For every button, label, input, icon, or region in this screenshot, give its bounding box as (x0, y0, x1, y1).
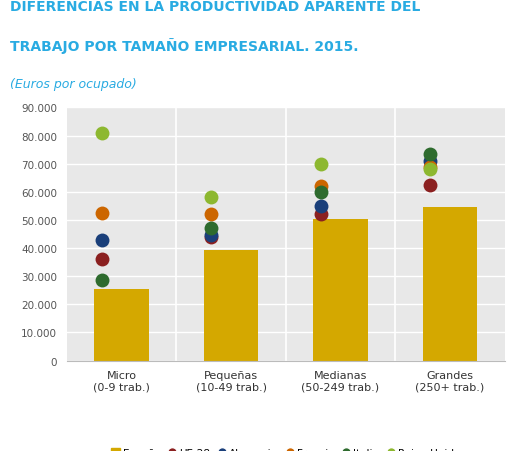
Point (426, 151, 434, 158)
Point (317, 189, 325, 196)
Point (426, 182, 434, 189)
Point (98, 277, 106, 285)
Point (207, 226, 216, 233)
Point (317, 183, 325, 190)
Bar (423, 208, 477, 361)
Bar (94, 289, 149, 361)
Point (317, 211, 325, 218)
Point (98, 256, 106, 263)
Text: (Euros por ocupado): (Euros por ocupado) (10, 78, 137, 90)
Point (98, 210, 106, 217)
Point (98, 236, 106, 244)
Point (98, 130, 106, 137)
Legend: España, UE-28, Alemania, Francia, Italia, Reino Unido: España, UE-28, Alemania, Francia, Italia… (107, 443, 465, 451)
Point (317, 203, 325, 210)
Point (207, 232, 216, 239)
Point (207, 234, 216, 241)
Text: DIFERENCIAS EN LA PRODUCTIVIDAD APARENTE DEL: DIFERENCIAS EN LA PRODUCTIVIDAD APARENTE… (10, 0, 421, 14)
Text: TRABAJO POR TAMAÑO EMPRESARIAL. 2015.: TRABAJO POR TAMAÑO EMPRESARIAL. 2015. (10, 38, 359, 54)
Bar (204, 250, 259, 361)
Bar (313, 219, 368, 361)
Point (426, 164, 434, 171)
Point (207, 194, 216, 202)
Point (207, 211, 216, 218)
Point (426, 166, 434, 174)
Point (317, 161, 325, 168)
Point (426, 158, 434, 165)
